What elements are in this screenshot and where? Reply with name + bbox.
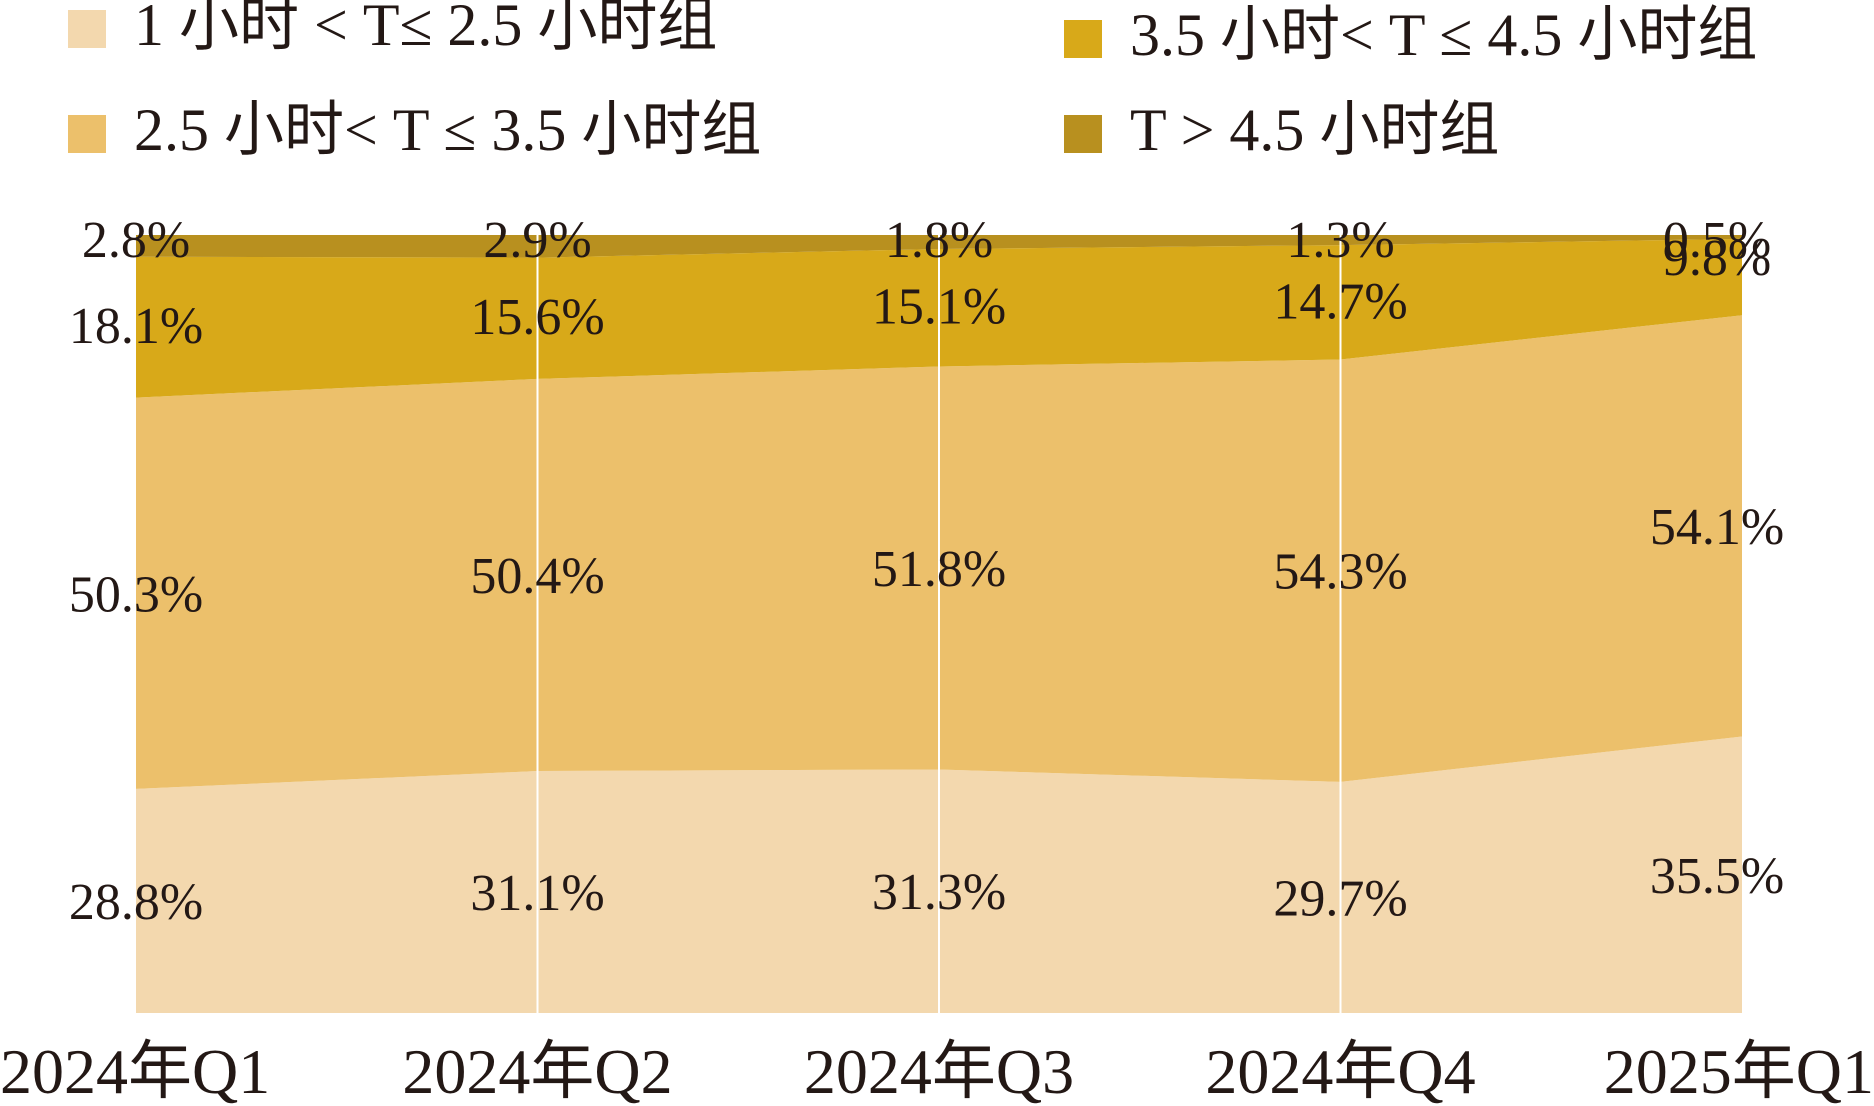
legend-item-4: T > 4.5 小时组 [1064, 97, 1499, 163]
x-tick-4: 2024年Q4 [1205, 1036, 1475, 1106]
vertical-gridlines [536, 231, 1342, 1013]
legend-swatch-3 [1064, 20, 1102, 58]
data-label-s1-5: 35.5% [1650, 848, 1784, 905]
data-label-s1-3: 31.3% [872, 864, 1006, 921]
legend-label-1: 1 小时 < T≤ 2.5 小时组 [134, 0, 717, 58]
data-label-s3-3: 15.1% [872, 279, 1006, 336]
legend-swatch-4 [1064, 115, 1102, 153]
data-label-s4-5: 0.5% [1663, 212, 1771, 269]
legend-item-3: 3.5 小时< T ≤ 4.5 小时组 [1064, 2, 1757, 68]
data-label-s1-1: 28.8% [69, 874, 203, 931]
data-label-s4-3: 1.8% [885, 212, 993, 269]
data-label-s3-1: 18.1% [69, 298, 203, 355]
legend-item-1: 1 小时 < T≤ 2.5 小时组 [68, 0, 717, 58]
data-labels: 28.8% 31.1% 31.3% 29.7% 35.5% 50.3% 50.4% 51.8%… [69, 212, 1784, 931]
legend-swatch-1 [68, 10, 106, 48]
data-label-s2-2: 50.4% [470, 548, 604, 605]
data-label-s4-4: 1.3% [1286, 212, 1394, 269]
data-label-s1-4: 29.7% [1273, 871, 1407, 928]
legend-label-4: T > 4.5 小时组 [1130, 97, 1499, 163]
x-tick-3: 2024年Q3 [804, 1036, 1074, 1106]
data-label-s2-5: 54.1% [1650, 499, 1784, 556]
data-label-s2-3: 51.8% [872, 541, 1006, 598]
x-tick-1: 2024年Q1 [0, 1036, 270, 1106]
legend-item-2: 2.5 小时< T ≤ 3.5 小时组 [68, 97, 761, 163]
data-label-s3-4: 14.7% [1273, 273, 1407, 330]
data-label-s4-2: 2.9% [483, 212, 591, 269]
data-label-s4-1: 2.8% [82, 212, 190, 269]
legend-label-2: 2.5 小时< T ≤ 3.5 小时组 [134, 97, 761, 163]
legend-label-3: 3.5 小时< T ≤ 4.5 小时组 [1130, 2, 1757, 68]
data-label-s3-5: 9.8% [1663, 230, 1771, 287]
data-label-s1-2: 31.1% [470, 865, 604, 922]
legend: 1 小时 < T≤ 2.5 小时组 2.5 小时< T ≤ 3.5 小时组 3.5 … [68, 0, 1757, 163]
x-tick-5: 2025年Q1 [1604, 1036, 1874, 1106]
x-axis-tick-labels: 2024年Q1 2024年Q2 2024年Q3 2024年Q4 2025年Q1 [0, 1036, 1874, 1106]
data-label-s2-4: 54.3% [1273, 544, 1407, 601]
data-label-s2-1: 50.3% [69, 566, 203, 623]
data-label-s3-2: 15.6% [470, 289, 604, 346]
x-tick-2: 2024年Q2 [402, 1036, 672, 1106]
legend-swatch-2 [68, 115, 106, 153]
